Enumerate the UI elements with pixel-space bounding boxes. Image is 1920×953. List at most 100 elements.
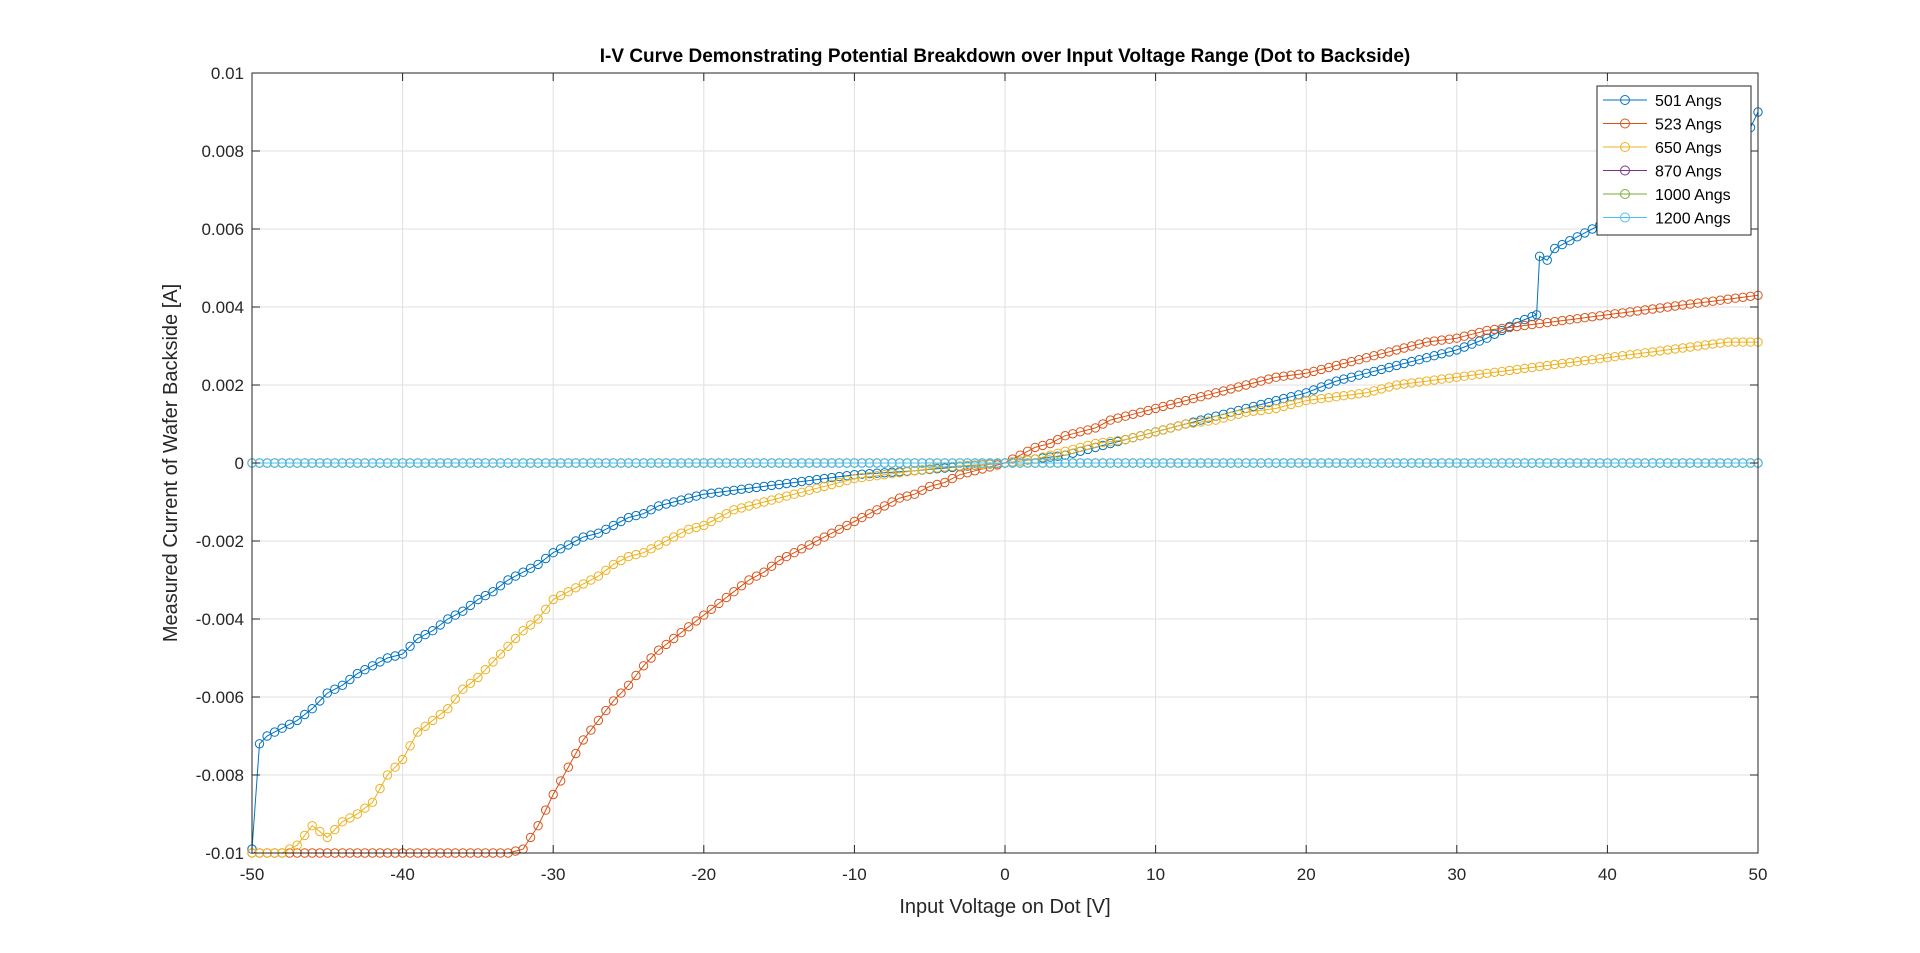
data-point	[1422, 337, 1432, 347]
data-point	[1662, 345, 1673, 355]
data-point	[1346, 458, 1357, 468]
data-point	[1557, 458, 1567, 468]
data-point	[1120, 458, 1131, 468]
data-point	[608, 458, 619, 468]
data-point	[1278, 458, 1289, 468]
data-point	[1497, 323, 1507, 334]
data-point	[1557, 239, 1567, 250]
data-point	[1738, 292, 1748, 302]
data-point	[1376, 349, 1387, 359]
data-point	[653, 458, 664, 468]
data-point	[1218, 413, 1229, 423]
data-point	[1527, 458, 1537, 468]
data-point	[1715, 295, 1726, 305]
data-point	[653, 540, 664, 550]
data-point	[1361, 458, 1372, 468]
data-point	[1422, 353, 1432, 363]
data-point	[563, 458, 573, 468]
data-point	[1527, 319, 1537, 330]
data-point	[1738, 458, 1748, 468]
data-point	[1542, 458, 1552, 468]
data-point	[322, 688, 332, 698]
data-point	[1038, 452, 1048, 462]
data-point	[1557, 315, 1567, 326]
data-point	[804, 475, 814, 486]
data-point	[616, 555, 626, 566]
legend-item: 1000 Angs	[1603, 187, 1731, 204]
data-point	[330, 824, 340, 835]
data-point	[443, 704, 453, 714]
data-point	[721, 509, 732, 519]
data-point	[909, 458, 920, 468]
data-point	[1128, 458, 1138, 468]
ticks: -50 -40 -30 -20 -10 0 10 20 30 40 50 -0.01 -0.008 -0.…	[196, 64, 1768, 884]
data-point	[315, 458, 325, 468]
data-point	[872, 471, 882, 481]
y-tick-label: 0.004	[201, 298, 244, 317]
data-point	[1662, 458, 1673, 468]
data-point	[420, 629, 430, 640]
data-point	[1580, 228, 1590, 238]
legend-swatch-marker	[1620, 189, 1630, 199]
data-point	[277, 458, 287, 468]
legend-label: 501 Angs	[1655, 93, 1722, 110]
data-point	[819, 458, 829, 468]
data-point	[413, 633, 423, 644]
data-point	[699, 610, 709, 620]
data-point	[1512, 458, 1522, 468]
legend-label: 650 Angs	[1655, 140, 1722, 157]
data-point	[465, 678, 476, 688]
data-point	[1497, 366, 1507, 377]
data-point	[1316, 458, 1327, 468]
data-point	[563, 587, 573, 597]
data-point	[744, 501, 754, 511]
data-point	[1512, 321, 1522, 332]
data-point	[1550, 316, 1560, 327]
data-point	[932, 458, 942, 468]
data-point	[1527, 362, 1537, 373]
data-point	[1376, 364, 1387, 375]
data-point	[1414, 339, 1424, 349]
data-point	[1565, 236, 1575, 246]
data-point	[736, 484, 747, 494]
data-point	[1316, 393, 1327, 404]
data-point	[375, 657, 385, 667]
data-point	[947, 473, 957, 484]
data-point	[601, 705, 611, 716]
data-point	[962, 458, 973, 468]
data-point	[1309, 394, 1319, 405]
data-point	[405, 641, 415, 651]
data-point	[1482, 333, 1492, 343]
data-point	[1730, 458, 1741, 468]
data-point	[1301, 395, 1311, 406]
data-point	[1143, 405, 1153, 416]
data-point	[495, 581, 506, 591]
data-point	[616, 458, 626, 468]
data-point	[1429, 351, 1439, 361]
data-point	[503, 641, 513, 651]
data-point	[1467, 458, 1477, 468]
data-point	[510, 571, 521, 581]
data-point	[556, 458, 566, 468]
data-point	[1640, 305, 1650, 315]
data-point	[1452, 333, 1462, 343]
data-point	[631, 670, 641, 681]
data-point	[1248, 458, 1259, 468]
legend-label: 870 Angs	[1655, 164, 1722, 181]
data-point	[382, 770, 393, 780]
data-point	[345, 458, 355, 468]
data-point	[1022, 458, 1033, 468]
data-point	[1467, 329, 1477, 339]
data-point	[473, 458, 483, 468]
data-point	[669, 458, 679, 468]
data-point	[495, 458, 506, 468]
data-point	[623, 680, 634, 690]
data-point	[1670, 458, 1680, 468]
data-point	[1655, 458, 1665, 468]
data-point	[1444, 458, 1455, 468]
data-point	[1565, 315, 1575, 325]
data-point	[1015, 450, 1025, 460]
data-point	[518, 567, 528, 577]
data-point	[548, 789, 558, 800]
data-point	[1294, 390, 1304, 400]
